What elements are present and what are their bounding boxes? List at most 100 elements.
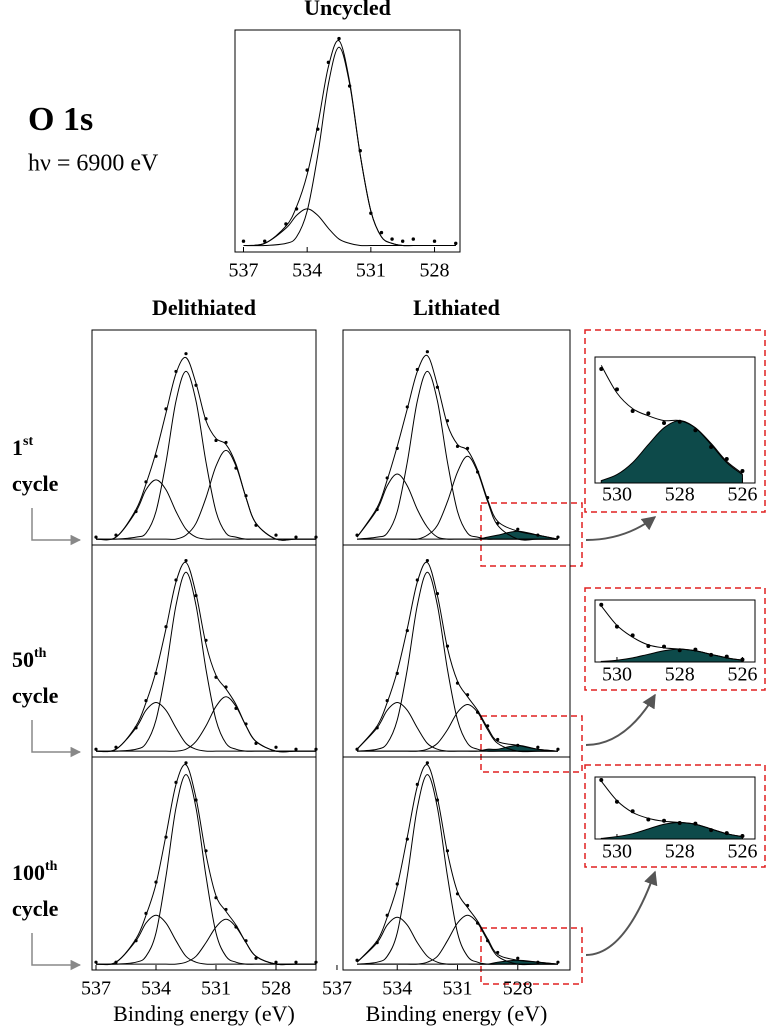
data-point <box>445 419 450 423</box>
data-point <box>134 939 138 943</box>
data-point <box>214 896 218 900</box>
data-point <box>241 239 246 243</box>
fit-line <box>357 370 558 540</box>
x-tick-label: 526 <box>727 841 757 863</box>
data-point <box>174 780 178 785</box>
data-point <box>724 831 729 836</box>
data-point <box>445 644 450 648</box>
row-arrow <box>31 508 82 546</box>
data-point <box>395 671 399 675</box>
excitation-label: hν = 6900 eV <box>28 151 159 177</box>
data-point <box>475 470 480 474</box>
data-point <box>415 578 419 582</box>
x-tick-label: 528 <box>665 841 695 863</box>
data-point <box>496 521 500 525</box>
data-point <box>134 726 138 730</box>
fit-line <box>96 918 316 966</box>
fit-line <box>243 208 456 247</box>
data-point <box>614 799 619 804</box>
data-point <box>274 960 278 964</box>
data-point <box>454 241 458 246</box>
data-point <box>630 409 635 413</box>
x-tick-label: 534 <box>382 978 412 1000</box>
panel-title: Uncycled <box>304 0 391 20</box>
plot-frame <box>342 329 571 546</box>
data-point <box>254 523 258 527</box>
data-point <box>536 960 540 964</box>
fit-line <box>356 916 558 965</box>
data-point <box>709 828 714 833</box>
data-point <box>400 239 405 243</box>
data-point <box>314 960 318 964</box>
data-point <box>556 535 560 539</box>
data-point <box>244 494 248 498</box>
fit-line <box>357 774 558 965</box>
data-point <box>435 798 440 802</box>
zoom-box <box>480 502 583 567</box>
data-point <box>379 230 384 235</box>
data-point <box>445 849 450 853</box>
data-point <box>405 405 409 409</box>
zoom-arrow <box>585 870 658 956</box>
data-point <box>496 737 500 742</box>
data-point <box>94 535 98 539</box>
data-point <box>677 419 682 424</box>
data-point <box>677 821 682 826</box>
x-tick-label: 534 <box>141 978 171 1000</box>
data-point <box>516 527 520 531</box>
data-point <box>154 671 158 675</box>
data-point <box>369 211 373 215</box>
data-point <box>599 367 604 371</box>
data-point <box>435 592 440 596</box>
data-point <box>337 36 341 41</box>
data-point <box>395 882 399 886</box>
data-point <box>94 747 98 751</box>
data-point <box>599 777 604 782</box>
panel-title: Lithiated <box>413 295 500 320</box>
x-tick-label: 537 <box>228 260 258 282</box>
data-point <box>486 496 490 500</box>
data-point <box>174 578 178 582</box>
data-point <box>204 638 208 642</box>
fit-line <box>356 354 559 540</box>
inset-box <box>584 764 766 868</box>
data-point <box>662 818 667 823</box>
data-point <box>432 239 437 243</box>
row-arrow <box>31 933 82 971</box>
data-point <box>740 657 745 662</box>
data-point <box>486 724 490 728</box>
data-point <box>284 222 288 226</box>
fit-area <box>600 420 743 484</box>
data-point <box>646 411 651 416</box>
fit-line <box>357 703 558 753</box>
x-tick-label: 526 <box>727 484 757 506</box>
fit-line <box>357 455 558 541</box>
data-point <box>385 476 389 480</box>
zoom-arrow <box>585 693 656 746</box>
row-number: 50 <box>12 647 34 672</box>
data-point <box>599 602 604 607</box>
data-point <box>724 654 729 659</box>
row-number: 100 <box>12 860 45 885</box>
data-point <box>214 438 218 443</box>
x-tick-label: 528 <box>420 260 450 282</box>
data-point <box>465 693 470 697</box>
row-word: cycle <box>12 471 59 496</box>
data-point <box>395 446 399 450</box>
data-point <box>465 903 470 908</box>
data-point <box>326 60 331 65</box>
data-point <box>234 925 238 929</box>
data-point <box>254 741 258 745</box>
fit-line <box>600 605 743 661</box>
row-word: cycle <box>12 896 59 921</box>
row-label: 50th <box>12 646 47 672</box>
data-point <box>415 367 419 372</box>
fit-line <box>600 365 743 474</box>
data-point <box>630 633 635 638</box>
data-point <box>455 892 460 896</box>
data-point <box>355 533 359 537</box>
data-point <box>411 237 416 241</box>
data-point <box>536 533 540 537</box>
